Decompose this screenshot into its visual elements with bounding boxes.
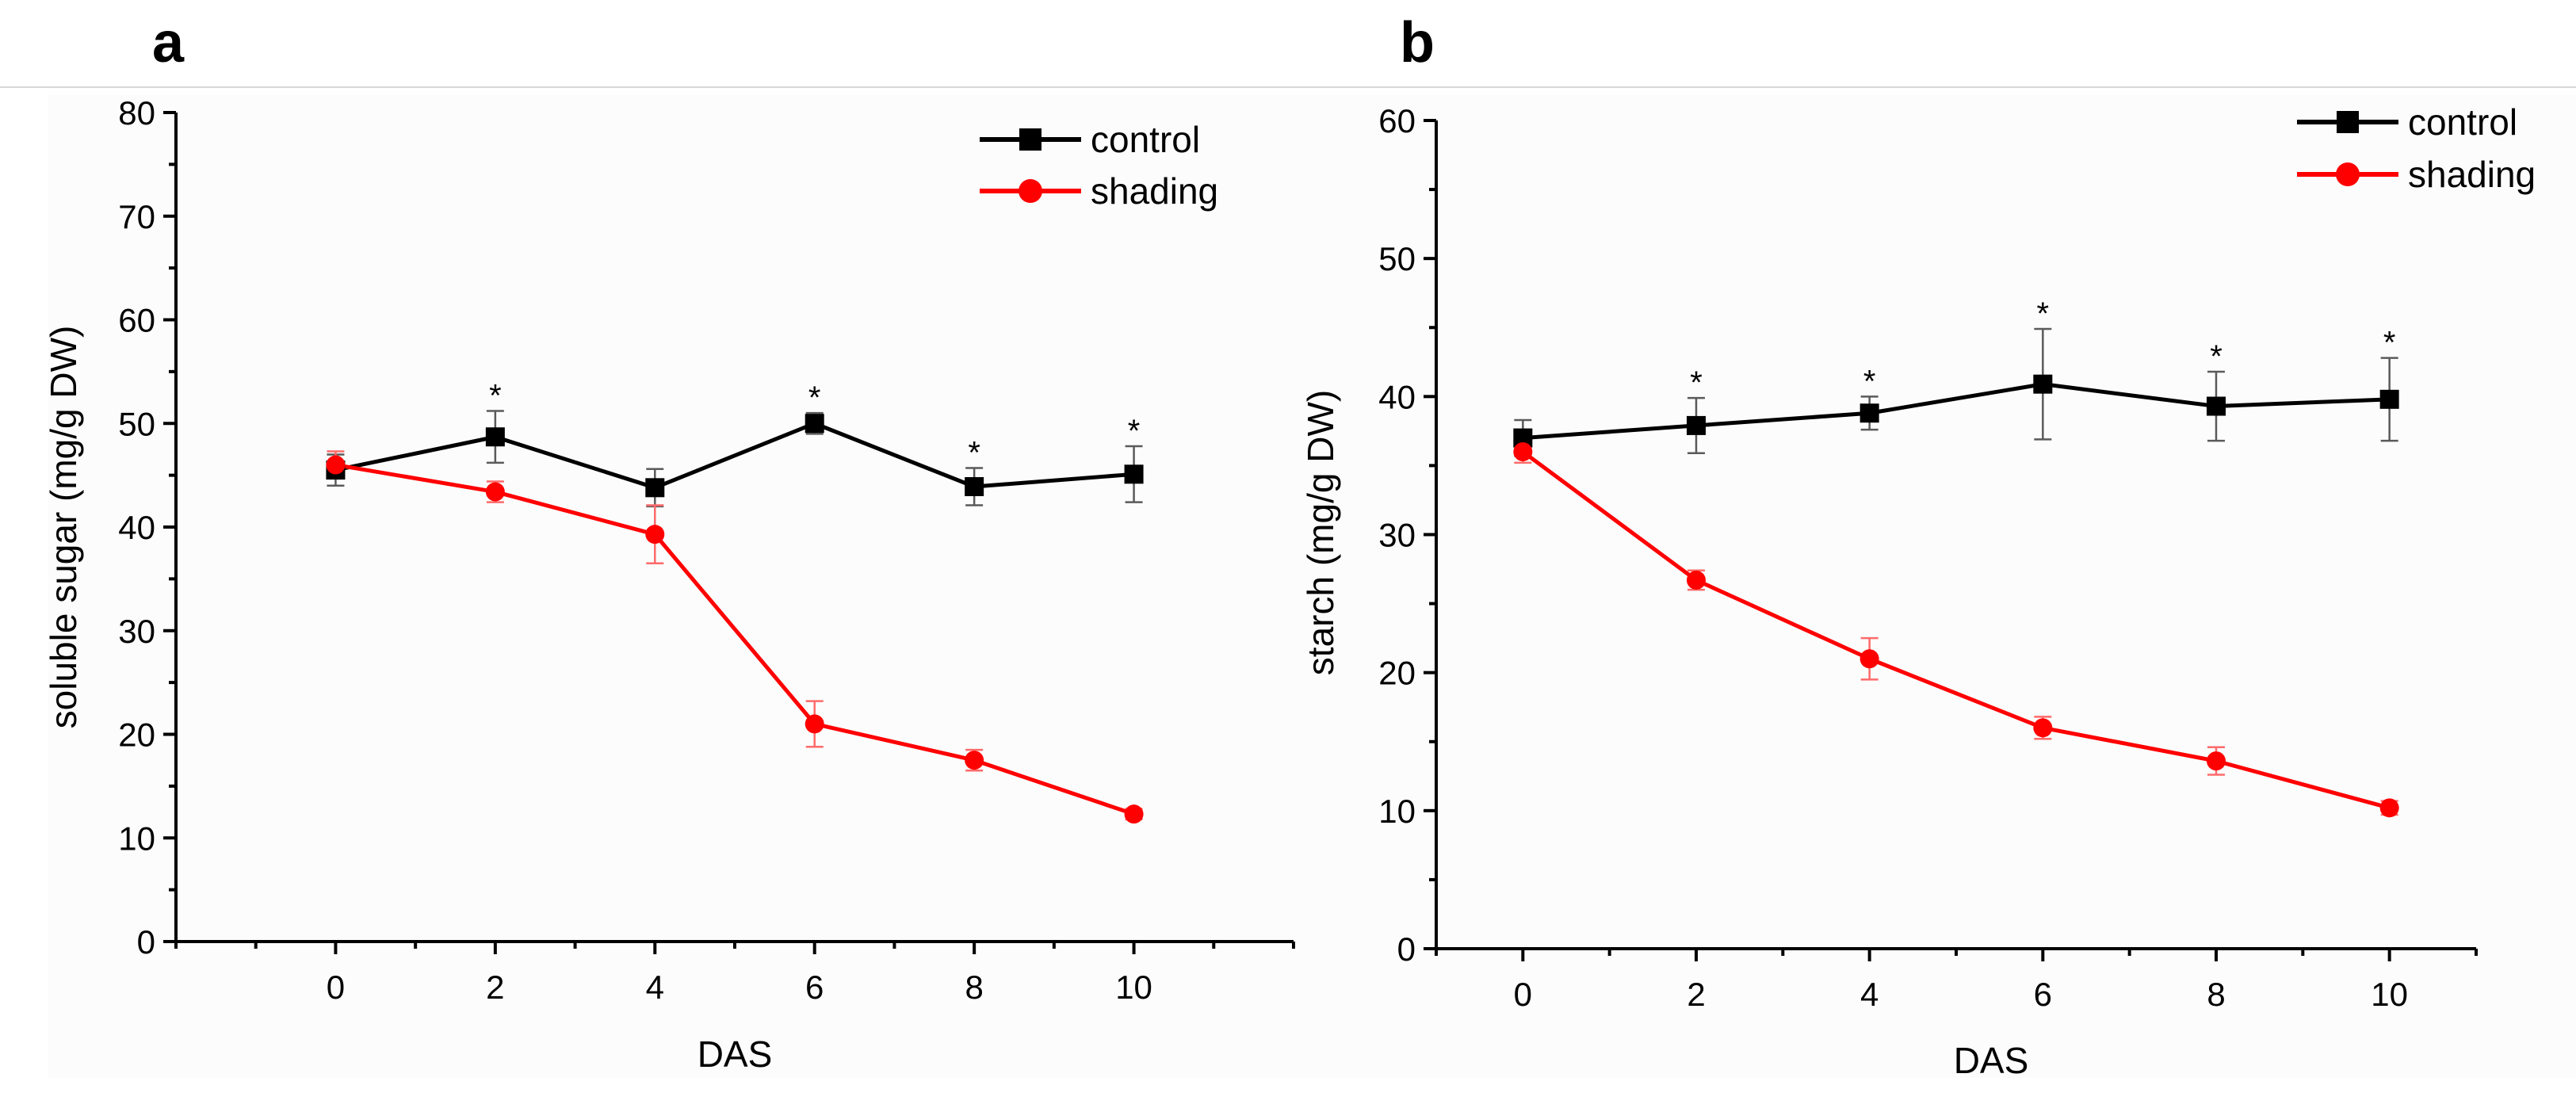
panel-b-y-tick-label: 0 (1397, 930, 1416, 968)
panel-b-point-shading (1687, 570, 1706, 590)
panel-b-point-shading (2033, 718, 2053, 738)
chart-panel-b: 0 10 20 30 40 50 60 0 2 4 6 8 10 * * * * * DAS starch (… (1300, 101, 2536, 1081)
panel-a-legend: control shading (980, 119, 1218, 212)
panel-b-point-shading (2207, 751, 2226, 771)
panel-b-point-control (2379, 389, 2399, 409)
panel-b-x-ticks: 0 2 4 6 8 10 (1435, 949, 2478, 1013)
panel-b-y-tick-label: 60 (1378, 102, 1416, 139)
panel-a-legend-shading-marker (1019, 179, 1042, 203)
panel-b-point-shading (1513, 442, 1533, 461)
panel-b-series-line-shading (1521, 449, 2391, 810)
panel-b-point-shading (1859, 649, 1879, 669)
panel-b-point-shading (2379, 798, 2399, 818)
panel-a-point-shading (485, 482, 505, 502)
panel-b-y-tick-label: 10 (1378, 793, 1416, 830)
panel-b-significance-star: * (2037, 296, 2050, 331)
panel-a-x-ticks: 0 2 4 6 8 10 (174, 942, 1295, 1006)
panel-b-point-control (2033, 374, 2053, 394)
panel-b-x-tick-label: 2 (1687, 976, 1705, 1013)
panel-a-x-tick-label: 10 (1115, 969, 1152, 1006)
panel-a-significance-star: * (1128, 414, 1141, 449)
panel-a-y-tick-label: 80 (118, 94, 155, 132)
panel-a-point-shading (805, 714, 824, 734)
panel-a-significance-star: * (968, 435, 980, 470)
panel-b-legend-shading-label: shading (2408, 154, 2536, 195)
panel-b-point-control (1859, 403, 1879, 423)
panel-b-x-tick-label: 6 (2034, 976, 2052, 1013)
panel-b-background (1308, 95, 2576, 1078)
panel-a-legend-control-marker (1019, 128, 1041, 151)
panel-b-significance-star: * (1863, 364, 1876, 399)
panel-a-point-control (485, 427, 505, 447)
panel-a-y-tick-label: 70 (118, 198, 155, 235)
panel-b-legend-control-marker (2337, 111, 2359, 133)
panel-a-y-ticks: 0 10 20 30 40 50 60 70 80 (118, 94, 176, 961)
chart-panel-a: 0 10 20 30 40 50 60 70 80 0 2 4 6 8 10 * * * * DAS solub… (43, 94, 1295, 1075)
panel-a-y-tick-label: 50 (118, 405, 155, 442)
panel-b-legend-control-label: control (2408, 101, 2517, 143)
panel-a-y-tick-label: 20 (118, 716, 155, 754)
panel-b-x-tick-label: 8 (2207, 976, 2225, 1013)
panel-a-x-tick-label: 8 (965, 969, 983, 1006)
panel-b-significance-star: * (1690, 365, 1703, 400)
panel-b-series-lines (1521, 382, 2391, 810)
panel-b-point-control (2207, 396, 2226, 416)
panel-a-y-tick-label: 30 (118, 613, 155, 650)
panel-a-point-control (805, 414, 824, 434)
panel-b-significance-star: * (2210, 339, 2222, 374)
panel-a-x-tick-label: 4 (646, 969, 664, 1006)
panel-a-point-control (965, 477, 984, 497)
panel-a-point-shading (1124, 804, 1144, 824)
panel-a-point-control (645, 478, 665, 498)
panel-a-series-lines (334, 421, 1135, 816)
panel-a-y-axis-label: soluble sugar (mg/g DW) (43, 326, 84, 729)
panel-a-x-tick-label: 6 (805, 969, 824, 1006)
panel-a-significance: * * * * (489, 379, 1140, 471)
panel-b-y-ticks: 0 10 20 30 40 50 60 (1378, 102, 1436, 968)
panel-a-series-line-shading (335, 463, 1135, 816)
panel-b-x-axis-label: DAS (1954, 1040, 2029, 1081)
panel-a-x-tick-label: 0 (327, 969, 345, 1006)
panel-b-markers (1513, 374, 2399, 818)
panel-b-x-tick-label: 0 (1514, 976, 1532, 1013)
panel-a-markers (326, 414, 1144, 824)
panel-b-x-tick-label: 4 (1860, 976, 1878, 1013)
panel-b-y-tick-label: 30 (1378, 517, 1416, 554)
panel-b-legend-shading-marker (2336, 162, 2360, 186)
panel-a-y-tick-label: 0 (137, 923, 155, 961)
panel-b-series-line-control (1523, 382, 2390, 441)
panel-a-letter: a (152, 11, 185, 75)
panel-a-legend-shading-label: shading (1091, 170, 1218, 212)
panel-b-letter: b (1400, 11, 1435, 75)
panel-a-point-shading (645, 525, 665, 544)
panel-a-x-axis-label: DAS (698, 1033, 773, 1075)
panel-b-legend: control shading (2297, 101, 2536, 195)
panel-b-y-tick-label: 50 (1378, 240, 1416, 277)
panel-a-y-tick-label: 60 (118, 302, 155, 339)
panel-b-significance-star: * (2383, 326, 2396, 361)
panel-b-x-tick-label: 10 (2371, 976, 2408, 1013)
panel-b-y-tick-label: 20 (1378, 655, 1416, 692)
panel-b-significance: * * * * * (1690, 296, 2395, 400)
panel-a-significance-star: * (489, 379, 502, 414)
panel-b-point-control (1687, 415, 1706, 435)
panel-b-y-axis-label: starch (mg/g DW) (1300, 390, 1341, 675)
panel-a-point-shading (326, 455, 346, 475)
panel-a-y-tick-label: 40 (118, 509, 155, 546)
panel-a-legend-control-label: control (1091, 119, 1200, 160)
panel-a-point-shading (965, 751, 984, 770)
panel-a-series-line-control (334, 421, 1134, 490)
panel-a-background (48, 95, 1316, 1078)
panel-a-x-tick-label: 2 (486, 969, 504, 1006)
panel-b-y-tick-label: 40 (1378, 378, 1416, 415)
panel-a-y-tick-label: 10 (118, 820, 155, 857)
panel-a-significance-star: * (808, 380, 821, 415)
panel-a-point-control (1124, 464, 1144, 484)
